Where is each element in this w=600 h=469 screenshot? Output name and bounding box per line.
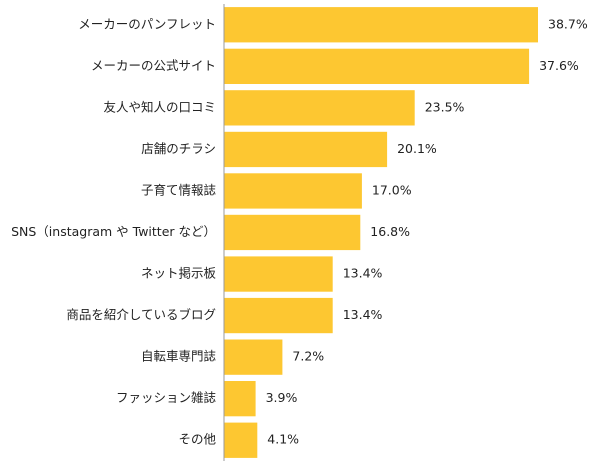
category-label: 友人や知人の口コミ: [103, 99, 216, 114]
bar: [224, 339, 283, 375]
value-label: 7.2%: [292, 349, 324, 364]
bar: [224, 297, 333, 334]
value-label: 23.5%: [425, 99, 465, 114]
category-label: 自転車専門誌: [141, 349, 217, 364]
bar: [224, 214, 361, 251]
category-label: ネット掲示板: [141, 266, 217, 281]
value-label: 38.7%: [548, 16, 588, 31]
bar: [224, 256, 333, 292]
value-labels: 38.7% 37.6% 23.5% 20.1% 17.0% 16.8% 13.4% 13.4%…: [266, 16, 588, 446]
value-label: 16.8%: [370, 224, 410, 239]
value-label: 13.4%: [343, 307, 383, 322]
bar: [224, 48, 530, 84]
category-label: 商品を紹介しているブログ: [66, 307, 216, 322]
category-label: メーカーのパンフレット: [78, 16, 216, 31]
bar: [224, 7, 538, 43]
value-label: 20.1%: [397, 141, 437, 156]
value-label: 37.6%: [539, 58, 579, 73]
bar: [224, 90, 415, 126]
value-label: 4.1%: [267, 432, 299, 447]
bar: [224, 422, 258, 458]
category-label: メーカーの公式サイト: [91, 58, 216, 73]
category-label: 子育て情報誌: [141, 182, 217, 197]
bar: [224, 173, 362, 209]
bars-layer: [224, 7, 538, 458]
category-labels: メーカーのパンフレットメーカーの公式サイト友人や知人の口コミ店舗のチラシ子育て情…: [11, 16, 216, 446]
bar: [224, 381, 256, 417]
value-label: 17.0%: [372, 182, 412, 197]
category-label: ファッション雑誌: [116, 390, 217, 405]
bar: [224, 131, 388, 168]
value-label: 13.4%: [343, 266, 383, 281]
category-label: 店舗のチラシ: [141, 141, 216, 156]
value-label: 3.9%: [266, 390, 298, 405]
category-label: SNS（instagram や Twitter など）: [11, 224, 216, 239]
category-label: その他: [178, 432, 216, 447]
